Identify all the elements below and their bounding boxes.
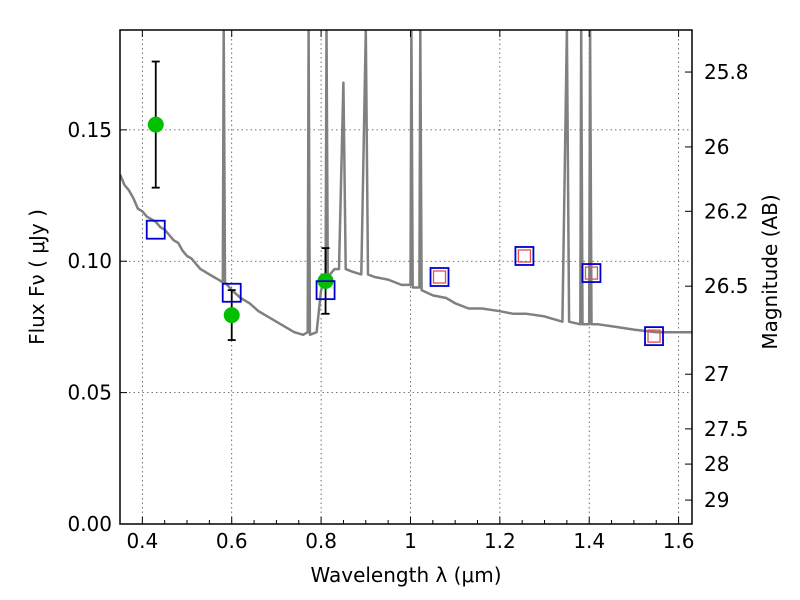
y-tick-label: 0.00	[67, 512, 112, 536]
y2-tick-label: 28	[704, 452, 729, 476]
model-band-flux-square	[145, 219, 166, 240]
model-band-flux-square	[514, 246, 535, 266]
grid-lines	[120, 30, 692, 525]
upper-limit-square	[647, 329, 661, 343]
x-tick-label: 1.4	[573, 529, 605, 553]
x-tick-label: 0.8	[305, 529, 337, 553]
y-axis-label: Flux Fν ( μJy )	[25, 209, 49, 345]
y2-tick-label: 26.2	[704, 199, 749, 223]
y2-tick-label: 26	[704, 135, 729, 159]
x-axis-label: Wavelength λ (μm)	[310, 563, 501, 587]
y-tick-label: 0.05	[67, 381, 112, 405]
observed-flux-point	[147, 116, 164, 133]
x-tick-label: 1	[404, 529, 417, 553]
y-tick-label: 0.15	[67, 118, 112, 142]
upper-limit-square	[584, 266, 599, 280]
model-band-flux-square	[429, 267, 450, 287]
model-spectrum-line	[120, 30, 692, 337]
axis-ticks: 0.4 0.6 0.8 1 1.2 1.4 1.6 0.00 0.05 0.10 0.15 25.8 2…	[67, 30, 749, 553]
model-band-flux-square	[644, 326, 664, 347]
upper-limit-square	[432, 270, 447, 284]
model-band-flux-square	[315, 280, 336, 301]
x-tick-label: 1.6	[663, 529, 695, 553]
observed-flux-point	[223, 307, 240, 324]
y-tick-label: 0.10	[67, 249, 112, 273]
plot-area	[120, 30, 692, 347]
model-band-flux-square	[581, 263, 602, 283]
y2-tick-label: 25.8	[704, 60, 749, 84]
model-band-flux-square	[221, 282, 242, 303]
x-tick-label: 0.6	[216, 529, 248, 553]
y2-tick-label: 27	[704, 362, 729, 386]
y2-tick-label: 27.5	[704, 417, 749, 441]
plot-frame	[119, 29, 693, 525]
upper-limit-square	[517, 249, 532, 263]
y2-tick-label: 26.5	[704, 274, 749, 298]
x-tick-label: 0.4	[126, 529, 158, 553]
y2-tick-label: 29	[704, 488, 729, 512]
x-tick-label: 1.2	[484, 529, 516, 553]
y2-axis-label: Magnitude (AB)	[758, 194, 782, 349]
